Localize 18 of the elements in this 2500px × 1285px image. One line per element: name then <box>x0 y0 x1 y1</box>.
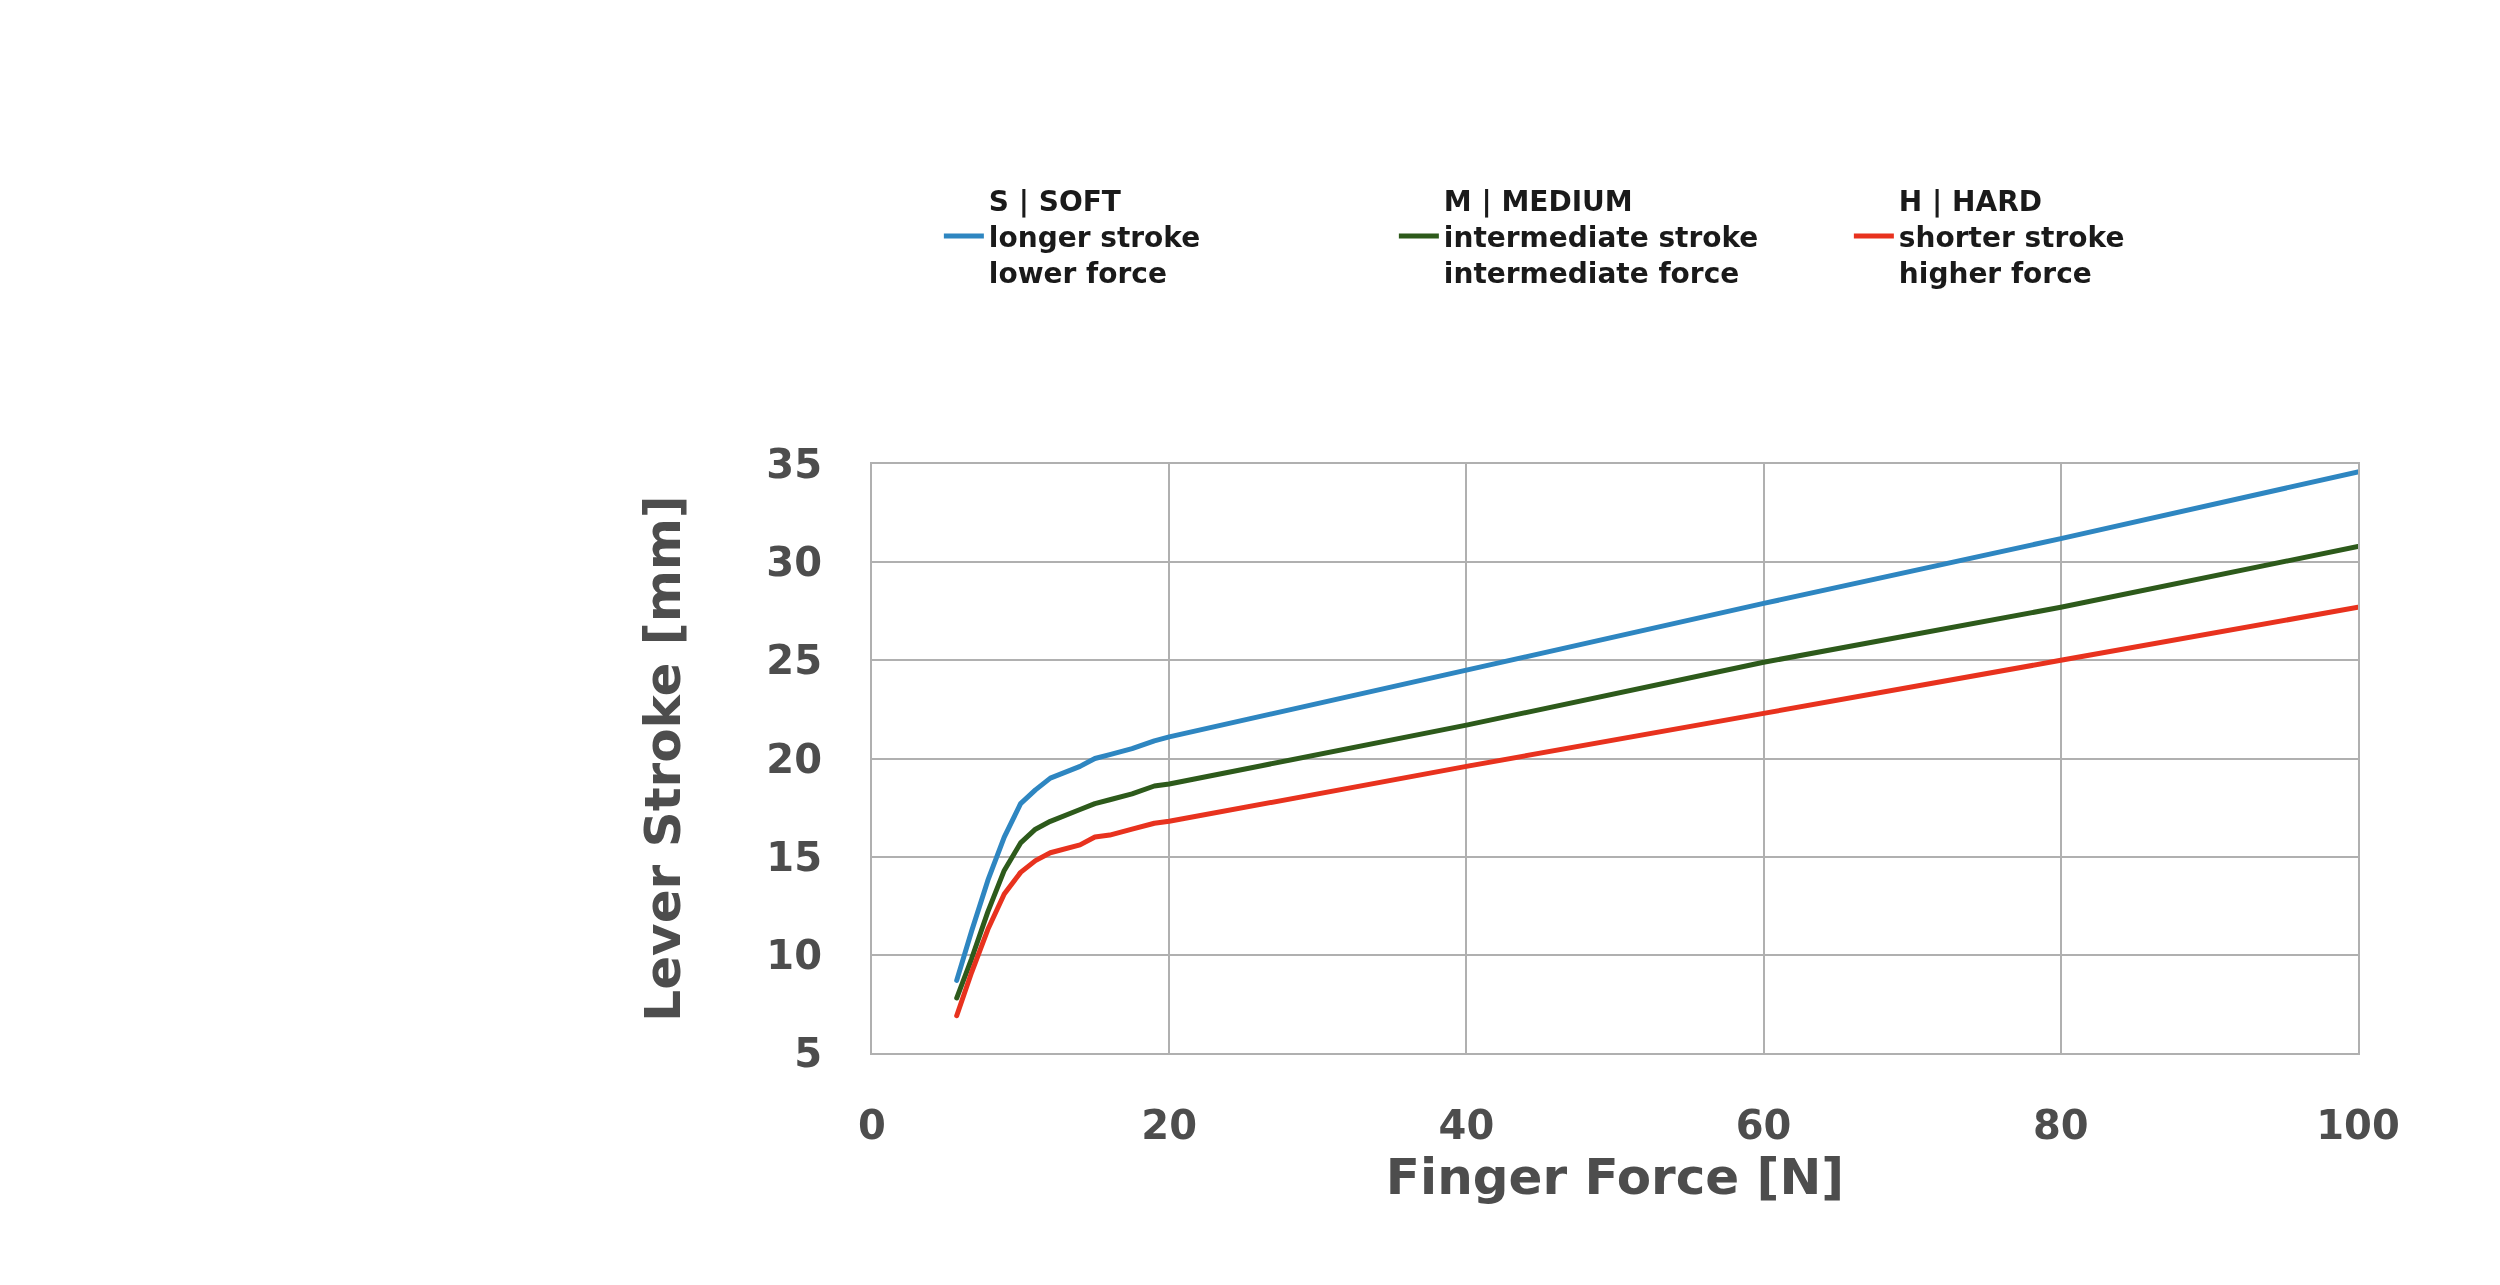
y-axis-title: Lever Stroke [mm] <box>633 495 692 1022</box>
legend-label: M | MEDIUM intermediate stroke intermediate force <box>1443 184 1759 291</box>
x-tick-label: 20 <box>1141 1102 1198 1148</box>
y-tick-label: 15 <box>766 833 822 880</box>
x-tick-label: 40 <box>1438 1102 1495 1148</box>
x-tick-label: 0 <box>858 1102 886 1148</box>
x-tick-label: 100 <box>2316 1102 2400 1148</box>
y-tick-label: 35 <box>766 441 822 487</box>
x-axis-title: Finger Force [N] <box>1385 1148 1845 1206</box>
y-tick-label: 10 <box>766 931 822 978</box>
y-tick-label: 30 <box>766 539 822 586</box>
x-tick-label: 80 <box>2032 1102 2089 1148</box>
y-tick-label: 5 <box>794 1030 822 1076</box>
y-tick-label: 25 <box>766 637 822 684</box>
x-tick-label: 60 <box>1735 1102 1792 1148</box>
y-tick-label: 20 <box>766 735 822 782</box>
legend-label: H | HARD shorter stroke higher force <box>1898 184 2125 291</box>
legend-label: S | SOFT longer stroke lower force <box>988 184 1201 291</box>
